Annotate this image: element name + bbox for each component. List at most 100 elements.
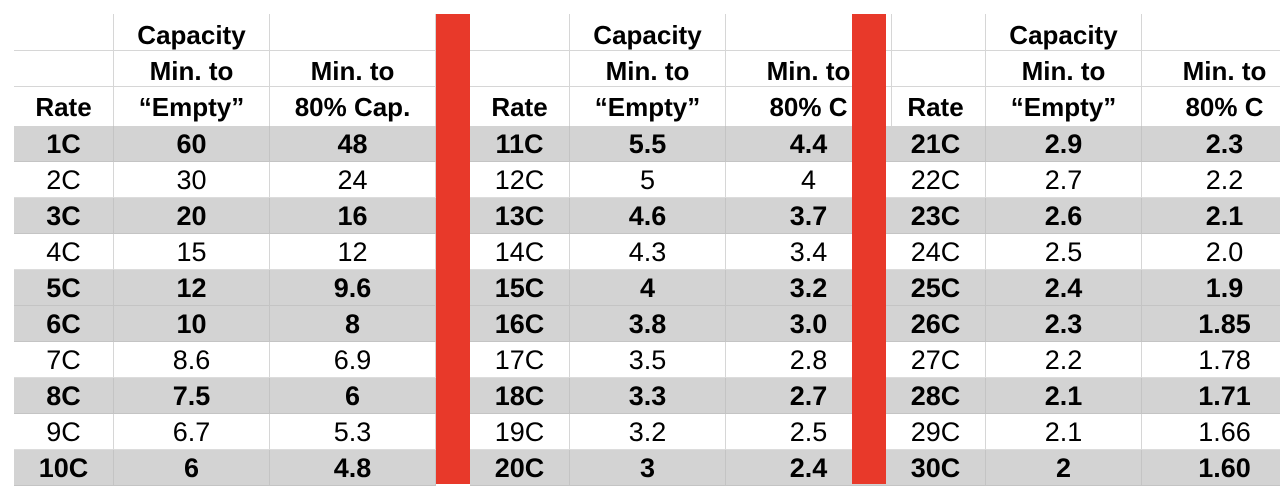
minutes-to-empty-cell: 3.2 [570,414,726,450]
rate-cell: 9C [14,414,114,450]
table-row: 28C 2.1 1.71 [886,378,1280,414]
table-row: 7C 8.6 6.9 [14,342,436,378]
table-row: 26C 2.3 1.85 [886,306,1280,342]
column-header: Capacity Min. to “Empty” [986,14,1142,126]
column-header-line: “Empty” [594,92,701,122]
rate-cell: 24C [886,234,986,270]
minutes-to-empty-cell: 3.3 [570,378,726,414]
minutes-to-empty-cell: 2.4 [986,270,1142,306]
grid-line [470,50,892,51]
column-header-line: Min. to [1182,56,1267,86]
grid-line [14,86,436,87]
minutes-to-80-cell: 6 [270,378,436,414]
minutes-to-empty-cell: 5.5 [570,126,726,162]
column-header-line: Min. to [310,56,395,86]
column-header-line: Min. to [1021,56,1106,86]
minutes-to-empty-cell: 2.3 [986,306,1142,342]
table-row: 13C 4.6 3.7 [470,198,892,234]
rate-cell: 22C [886,162,986,198]
column-header-line: “Empty” [138,92,245,122]
minutes-to-80-cell: 12 [270,234,436,270]
minutes-to-80-cell: 4.8 [270,450,436,486]
table-row: 4C 15 12 [14,234,436,270]
column-header: Rate [470,14,570,126]
table-row: 16C 3.8 3.0 [470,306,892,342]
column-header: Min. to 80% C [1142,14,1280,126]
minutes-to-empty-cell: 6 [114,450,270,486]
minutes-to-empty-cell: 4 [570,270,726,306]
table-row: 19C 3.2 2.5 [470,414,892,450]
rate-cell: 27C [886,342,986,378]
column-header-line: Rate [491,92,548,122]
minutes-to-empty-cell: 3.8 [570,306,726,342]
minutes-to-empty-cell: 3.5 [570,342,726,378]
minutes-to-80-cell: 2.8 [726,342,892,378]
minutes-to-80-cell: 2.7 [726,378,892,414]
column-header: Min. to 80% Cap. [270,14,436,126]
red-divider [436,14,470,484]
rate-cell: 23C [886,198,986,234]
column-header-line: Min. to [149,56,234,86]
column-header: Min. to 80% C [726,14,892,126]
minutes-to-empty-cell: 30 [114,162,270,198]
rate-cell: 25C [886,270,986,306]
column-header-line: Min. to [766,56,851,86]
minutes-to-empty-cell: 2.7 [986,162,1142,198]
table-row: 30C 2 1.60 [886,450,1280,486]
minutes-to-empty-cell: 2.2 [986,342,1142,378]
rate-cell: 6C [14,306,114,342]
table-row: 29C 2.1 1.66 [886,414,1280,450]
minutes-to-80-cell: 16 [270,198,436,234]
column-header: Capacity Min. to “Empty” [570,14,726,126]
table-row: 9C 6.7 5.3 [14,414,436,450]
rate-cell: 18C [470,378,570,414]
table-row: 12C 5 4 [470,162,892,198]
column-header-line: Capacity [1009,20,1118,50]
column-header-line: Min. to [605,56,690,86]
rate-cell: 26C [886,306,986,342]
column-header-line: 80% C [769,92,848,122]
rate-cell: 7C [14,342,114,378]
rate-cell: 12C [470,162,570,198]
minutes-to-empty-cell: 10 [114,306,270,342]
minutes-to-80-cell: 1.9 [1142,270,1280,306]
rate-cell: 8C [14,378,114,414]
table-row: 10C 6 4.8 [14,450,436,486]
minutes-to-empty-cell: 7.5 [114,378,270,414]
rate-cell: 21C [886,126,986,162]
minutes-to-empty-cell: 15 [114,234,270,270]
minutes-to-80-cell: 6.9 [270,342,436,378]
rate-cell: 19C [470,414,570,450]
table-row: 21C 2.9 2.3 [886,126,1280,162]
minutes-to-80-cell: 3.7 [726,198,892,234]
table-row: 17C 3.5 2.8 [470,342,892,378]
column-header: Rate [14,14,114,126]
table-row: 8C 7.5 6 [14,378,436,414]
minutes-to-80-cell: 3.0 [726,306,892,342]
minutes-to-80-cell: 4.4 [726,126,892,162]
column-header-line: 80% C [1185,92,1264,122]
minutes-to-80-cell: 2.1 [1142,198,1280,234]
column-header-line: “Empty” [1010,92,1117,122]
table-row: 2C 30 24 [14,162,436,198]
table-row: 15C 4 3.2 [470,270,892,306]
minutes-to-80-cell: 3.2 [726,270,892,306]
minutes-to-80-cell: 24 [270,162,436,198]
table-group-2: Rate Capacity Min. to “Empty” Min. to 80% C 11… [470,14,892,486]
rate-table: Rate Capacity Min. to “Empty” Min. to 80% Cap… [14,14,1280,486]
minutes-to-80-cell: 1.60 [1142,450,1280,486]
minutes-to-empty-cell: 2.5 [986,234,1142,270]
table-group-1: Rate Capacity Min. to “Empty” Min. to 80% Cap… [14,14,436,486]
red-divider [852,14,886,484]
table-row: 22C 2.7 2.2 [886,162,1280,198]
table-row: 23C 2.6 2.1 [886,198,1280,234]
minutes-to-80-cell: 2.0 [1142,234,1280,270]
rate-cell: 17C [470,342,570,378]
column-header-line: Rate [35,92,92,122]
minutes-to-empty-cell: 2.9 [986,126,1142,162]
rate-cell: 30C [886,450,986,486]
minutes-to-80-cell: 1.71 [1142,378,1280,414]
grid-line [470,86,892,87]
minutes-to-empty-cell: 2.6 [986,198,1142,234]
rate-cell: 15C [470,270,570,306]
